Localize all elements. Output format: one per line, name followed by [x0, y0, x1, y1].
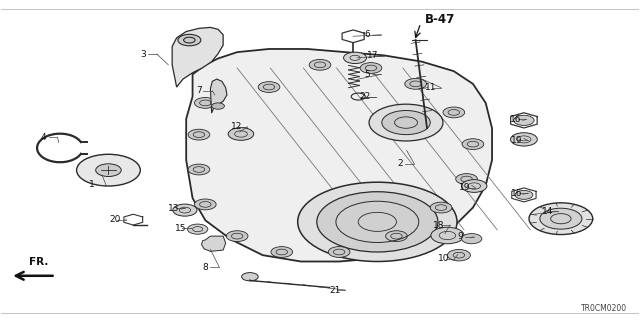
Circle shape [431, 227, 464, 244]
Circle shape [360, 63, 382, 73]
Circle shape [443, 107, 465, 118]
Circle shape [195, 98, 216, 108]
Circle shape [430, 202, 452, 213]
Circle shape [511, 133, 538, 146]
Circle shape [212, 103, 225, 109]
Text: 16: 16 [511, 189, 523, 198]
Circle shape [77, 154, 140, 186]
Circle shape [178, 34, 201, 46]
Polygon shape [186, 49, 492, 261]
Circle shape [328, 247, 350, 257]
Circle shape [344, 52, 367, 64]
Text: 6: 6 [365, 30, 371, 39]
Text: 20: 20 [109, 215, 121, 224]
Circle shape [298, 182, 457, 261]
Text: 5: 5 [365, 70, 371, 79]
Circle shape [461, 180, 487, 192]
Text: 21: 21 [329, 285, 340, 295]
Text: 1: 1 [90, 180, 95, 189]
Circle shape [529, 203, 593, 235]
Circle shape [462, 139, 484, 149]
Text: 9: 9 [457, 232, 463, 241]
Circle shape [309, 60, 331, 70]
Circle shape [404, 78, 426, 89]
Text: 17: 17 [367, 52, 379, 60]
Text: 8: 8 [203, 263, 209, 272]
Circle shape [188, 164, 210, 175]
Circle shape [515, 190, 533, 199]
Circle shape [447, 250, 470, 261]
Polygon shape [211, 79, 227, 113]
Text: TR0CM0200: TR0CM0200 [581, 304, 627, 313]
Text: 18: 18 [433, 220, 445, 229]
Circle shape [228, 128, 253, 140]
Circle shape [540, 208, 582, 229]
Circle shape [96, 164, 121, 177]
Circle shape [188, 224, 208, 234]
Text: FR.: FR. [29, 257, 48, 267]
Circle shape [258, 82, 280, 92]
Polygon shape [202, 236, 226, 252]
Circle shape [456, 174, 477, 184]
Circle shape [188, 129, 210, 140]
Text: 15: 15 [175, 224, 186, 233]
Circle shape [317, 192, 438, 252]
Text: 13: 13 [168, 204, 180, 213]
Circle shape [369, 104, 443, 141]
Circle shape [227, 231, 248, 242]
Text: 19: 19 [511, 136, 523, 145]
Text: 11: 11 [424, 83, 436, 92]
Text: B-47: B-47 [425, 13, 456, 26]
Text: 4: 4 [41, 133, 47, 142]
Circle shape [514, 115, 534, 125]
Circle shape [195, 199, 216, 210]
Text: 7: 7 [196, 86, 202, 95]
Text: 22: 22 [360, 92, 371, 101]
Circle shape [461, 234, 482, 244]
Circle shape [173, 204, 197, 216]
Text: 12: 12 [231, 122, 242, 131]
Circle shape [382, 110, 430, 135]
Text: 16: 16 [510, 115, 522, 124]
Text: 2: 2 [397, 159, 403, 168]
Circle shape [271, 247, 292, 257]
Text: 19: 19 [459, 183, 470, 192]
Text: 3: 3 [140, 50, 146, 59]
Polygon shape [172, 28, 223, 87]
Text: 10: 10 [438, 254, 449, 263]
Circle shape [386, 231, 407, 242]
Circle shape [242, 273, 258, 281]
Text: 14: 14 [541, 207, 553, 216]
